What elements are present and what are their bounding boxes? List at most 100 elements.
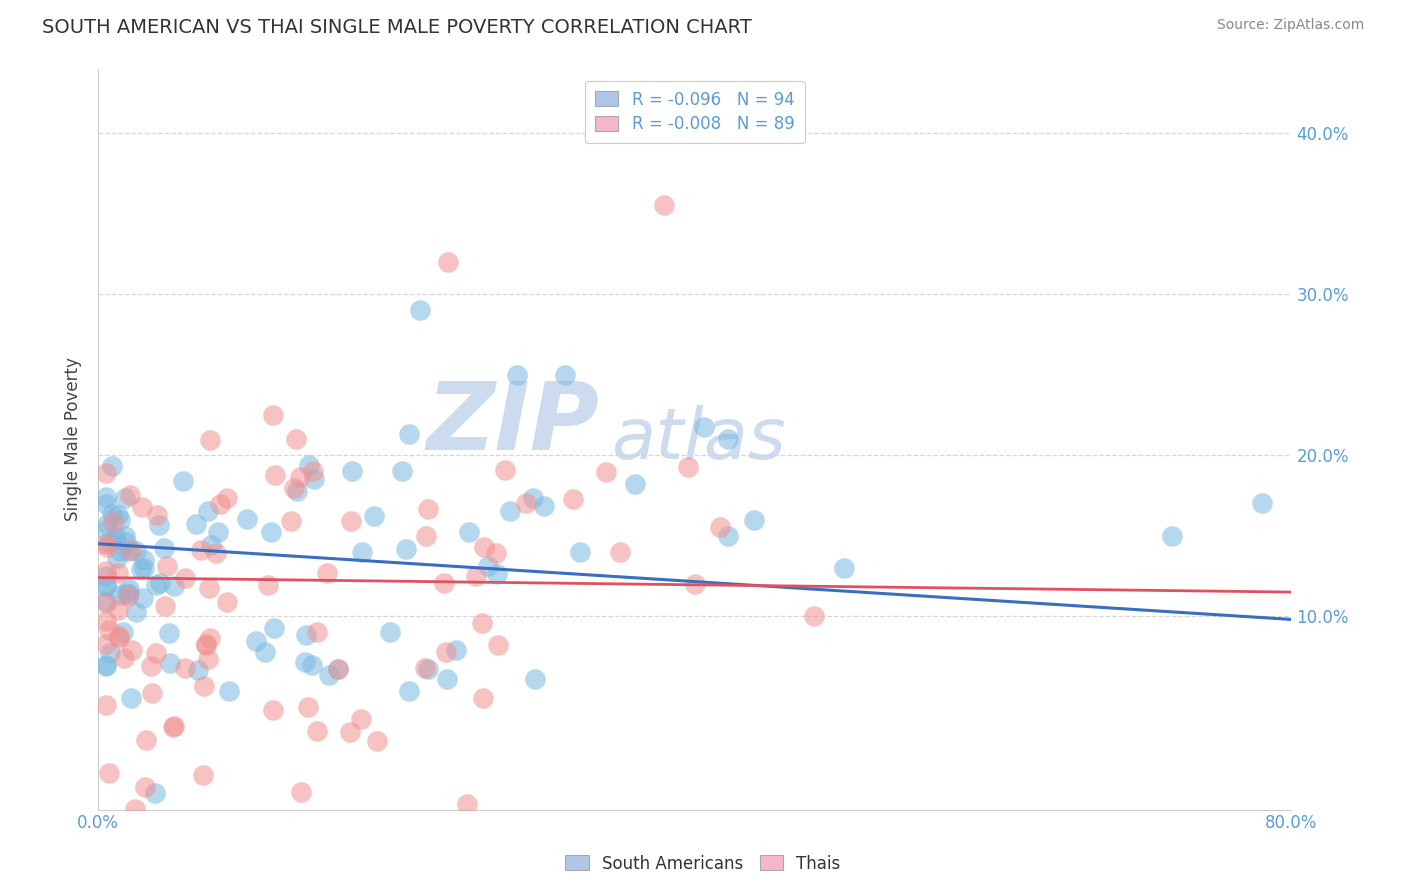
Point — [120, 691, 142, 706]
Point — [398, 427, 420, 442]
Point — [94, 466, 117, 480]
Point — [145, 578, 167, 592]
Point — [115, 585, 138, 599]
Point — [101, 458, 124, 473]
Point — [124, 802, 146, 816]
Point — [141, 686, 163, 700]
Point — [112, 624, 135, 639]
Point — [208, 497, 231, 511]
Legend: South Americans, Thais: South Americans, Thais — [558, 848, 848, 880]
Point — [264, 467, 287, 482]
Text: atlas: atlas — [612, 405, 786, 474]
Point — [108, 513, 131, 527]
Point — [94, 658, 117, 673]
Point — [302, 464, 325, 478]
Point — [717, 529, 740, 543]
Point — [437, 255, 460, 269]
Point — [134, 561, 156, 575]
Point — [197, 503, 219, 517]
Point — [205, 546, 228, 560]
Point — [436, 645, 458, 659]
Point — [436, 673, 458, 687]
Point — [366, 733, 388, 747]
Point — [486, 638, 509, 652]
Point — [207, 525, 229, 540]
Point — [290, 470, 312, 484]
Point — [193, 679, 215, 693]
Point — [107, 566, 129, 580]
Point — [131, 500, 153, 514]
Point — [94, 564, 117, 578]
Point — [456, 797, 478, 811]
Point — [486, 567, 509, 582]
Point — [115, 535, 138, 549]
Point — [197, 652, 219, 666]
Point — [295, 628, 318, 642]
Point — [159, 656, 181, 670]
Point — [96, 540, 118, 554]
Text: ZIP: ZIP — [426, 378, 599, 470]
Point — [94, 579, 117, 593]
Point — [395, 542, 418, 557]
Point — [163, 578, 186, 592]
Point — [471, 615, 494, 630]
Point — [465, 569, 488, 583]
Point — [283, 481, 305, 495]
Point — [290, 785, 312, 799]
Point — [120, 542, 142, 557]
Point — [352, 545, 374, 559]
Point — [458, 525, 481, 540]
Point — [378, 624, 401, 639]
Point — [114, 529, 136, 543]
Point — [595, 465, 617, 479]
Point — [339, 725, 361, 739]
Point — [98, 623, 121, 637]
Point — [260, 525, 283, 540]
Point — [683, 577, 706, 591]
Point — [173, 661, 195, 675]
Point — [153, 599, 176, 613]
Point — [190, 542, 212, 557]
Point — [173, 571, 195, 585]
Point — [297, 458, 319, 472]
Point — [285, 484, 308, 499]
Text: SOUTH AMERICAN VS THAI SINGLE MALE POVERTY CORRELATION CHART: SOUTH AMERICAN VS THAI SINGLE MALE POVER… — [42, 18, 752, 37]
Point — [328, 662, 350, 676]
Point — [561, 492, 583, 507]
Point — [94, 615, 117, 629]
Point — [101, 515, 124, 529]
Point — [129, 562, 152, 576]
Point — [568, 545, 591, 559]
Point — [135, 733, 157, 747]
Point — [198, 631, 221, 645]
Text: Source: ZipAtlas.com: Source: ZipAtlas.com — [1216, 18, 1364, 32]
Point — [108, 544, 131, 558]
Point — [98, 534, 121, 549]
Point — [121, 642, 143, 657]
Point — [415, 529, 437, 543]
Point — [117, 589, 139, 603]
Point — [198, 433, 221, 447]
Point — [284, 432, 307, 446]
Point — [709, 520, 731, 534]
Point — [522, 491, 544, 505]
Point — [280, 514, 302, 528]
Point — [112, 651, 135, 665]
Point — [96, 698, 118, 712]
Point — [94, 593, 117, 607]
Point — [134, 780, 156, 794]
Point — [149, 576, 172, 591]
Point — [294, 655, 316, 669]
Point — [125, 605, 148, 619]
Point — [195, 638, 218, 652]
Point — [416, 502, 439, 516]
Point — [678, 459, 700, 474]
Point — [262, 703, 284, 717]
Point — [533, 500, 555, 514]
Point — [200, 538, 222, 552]
Point — [485, 546, 508, 560]
Point — [624, 477, 647, 491]
Point — [652, 198, 675, 212]
Point — [297, 699, 319, 714]
Point — [193, 768, 215, 782]
